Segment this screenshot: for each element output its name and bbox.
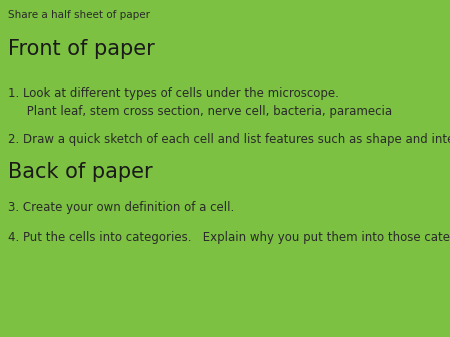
Text: 1. Look at different types of cells under the microscope.: 1. Look at different types of cells unde… [8,88,339,100]
Text: 4. Put the cells into categories.   Explain why you put them into those categori: 4. Put the cells into categories. Explai… [8,231,450,244]
Text: 2. Draw a quick sketch of each cell and list features such as shape and internal: 2. Draw a quick sketch of each cell and … [8,133,450,147]
Text: Share a half sheet of paper: Share a half sheet of paper [8,10,150,20]
Text: Plant leaf, stem cross section, nerve cell, bacteria, paramecia: Plant leaf, stem cross section, nerve ce… [8,104,392,118]
Text: 3. Create your own definition of a cell.: 3. Create your own definition of a cell. [8,201,234,214]
Text: Front of paper: Front of paper [8,39,155,59]
Text: Back of paper: Back of paper [8,162,153,182]
